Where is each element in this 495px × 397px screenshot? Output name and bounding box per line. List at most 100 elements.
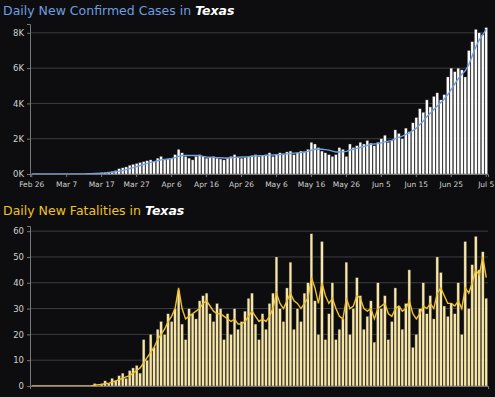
bar [411,347,414,386]
x-tick-label: Mar 7 [56,180,78,189]
y-axis-line [27,25,31,175]
y-tick-mark [27,386,30,387]
bar [443,306,446,386]
bar [216,303,219,386]
x-tick: Feb 26 [19,174,44,189]
x-tick: Jun 15 [404,174,429,189]
bar [223,340,226,386]
bar [432,319,435,386]
bar [300,151,303,174]
bar [380,139,383,174]
bar [153,347,156,386]
bar [317,334,320,386]
bar [478,270,481,386]
y-tick: 60 [13,226,30,236]
bar [373,146,376,174]
bar [254,324,257,386]
chart-title: Daily New Fatalities in Texas [3,203,184,218]
bar [345,262,348,386]
bar [174,309,177,386]
chart-0: Daily New Confirmed Cases in Texas0K2K4K… [3,3,495,189]
bar [163,334,166,386]
bar [415,118,418,174]
x-tick: Mar 17 [89,174,115,189]
bar [216,158,219,174]
bar [457,68,460,174]
x-tick-label: May 16 [298,180,326,189]
bar [296,309,299,386]
bar [282,321,285,386]
bar [300,321,303,386]
bar [219,159,222,174]
bar [310,142,313,174]
x-tick-mark [171,174,172,177]
bar [436,257,439,386]
bar [230,334,233,386]
bar [149,334,152,386]
bar [279,309,282,386]
x-axis-line [31,387,489,390]
bar [268,153,271,174]
bar [160,156,163,174]
bar [401,329,404,386]
plot-area [32,28,488,174]
y-axis: 0K2K4K6K8K [13,25,30,180]
x-tick-mark [241,174,242,177]
bar [279,153,282,174]
bar [240,321,243,386]
bar [328,314,331,386]
x-tick: May 26 [333,174,361,189]
bar [324,340,327,386]
y-tick: 8K [13,28,30,38]
bar [362,144,365,174]
bar [139,163,142,174]
bar [450,68,453,174]
bar [460,70,463,174]
chart-1: Daily New Fatalities in Texas01020304050… [3,203,489,391]
bar [184,340,187,386]
bar [418,309,421,386]
bar [390,140,393,174]
bar [481,252,484,386]
bar [471,42,474,174]
bar [464,77,467,174]
bar [226,158,229,174]
x-tick-label: Apr 26 [229,180,254,189]
bar [369,143,372,174]
x-tick-mark [136,174,137,177]
bar [310,234,313,386]
x-tick-mark [451,174,452,177]
x-tick-mark [416,174,417,177]
y-tick: 10 [13,355,30,365]
bar [132,164,135,174]
bar [177,291,180,386]
bar [121,373,124,386]
bar [223,160,226,174]
bar [376,142,379,174]
bar [314,301,317,386]
bar [198,301,201,386]
bar [321,151,324,174]
bar [205,293,208,386]
x-tick-mark [66,174,67,177]
y-tick-mark [27,103,30,104]
x-tick-label: Mar 17 [89,180,115,189]
bar [397,133,400,174]
bar [184,156,187,174]
x-tick-label: Apr 16 [194,180,219,189]
x-tick-mark [311,174,312,177]
x-tick-mark [31,174,32,177]
bar [247,298,250,386]
bar [177,149,180,174]
grid [30,33,488,174]
grid-line [30,256,488,257]
bar [188,158,191,174]
x-tick-label: Jun 25 [438,180,463,189]
bar [376,283,379,386]
bar [293,329,296,386]
bar [422,283,425,386]
y-tick-mark [27,33,30,34]
grid-line [30,103,488,104]
bar [153,162,156,174]
x-tick-label: Jun 5 [371,180,391,189]
